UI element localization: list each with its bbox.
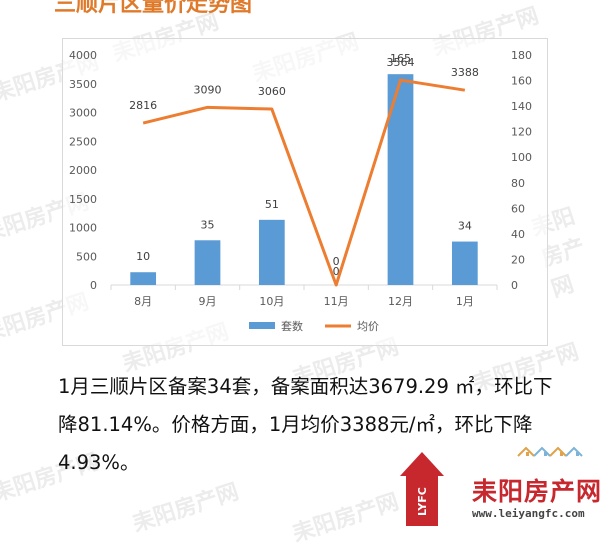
line-data-label: 3564	[387, 56, 415, 69]
y-right-tick-label: 120	[511, 126, 532, 139]
line-data-label: 3060	[258, 85, 286, 98]
description-line: 降81.14%。价格方面，1月均价3388元/㎡，环比下降	[58, 413, 533, 436]
y-left-tick-label: 2000	[69, 164, 97, 177]
bar-data-label: 34	[458, 220, 472, 233]
y-right-tick-label: 80	[511, 177, 525, 190]
x-tick-label: 11月	[324, 295, 349, 308]
line-data-label: 3388	[451, 66, 479, 79]
bar	[130, 272, 157, 285]
logo-url: www.leiyangfc.com	[472, 507, 585, 520]
bar-data-label: 10	[136, 250, 150, 263]
y-right-tick-label: 100	[511, 151, 532, 164]
y-right-tick-label: 180	[511, 49, 532, 62]
bar-data-label: 165	[390, 52, 411, 65]
y-right-tick-label: 60	[511, 202, 525, 215]
line-data-label: 3090	[194, 83, 222, 96]
y-left-tick-label: 3500	[69, 78, 97, 91]
y-left-tick-label: 500	[76, 250, 97, 263]
description-text: 1月三顺片区备案34套，备案面积达3679.29 ㎡，环比下 降81.14%。价…	[58, 368, 568, 482]
description-line: 1月三顺片区备案34套，备案面积达3679.29 ㎡，环比下	[58, 375, 553, 398]
bar	[258, 219, 285, 285]
x-tick-label: 1月	[456, 295, 474, 308]
bar-data-label: 51	[265, 198, 279, 211]
x-tick-label: 10月	[259, 295, 284, 308]
y-right-tick-label: 160	[511, 75, 532, 88]
x-tick-label: 9月	[199, 295, 217, 308]
bar-data-label: 35	[201, 218, 215, 231]
y-left-tick-label: 4000	[69, 49, 97, 62]
combo-chart: 0500100015002000250030003500400002040608…	[69, 49, 532, 333]
legend-label-bar: 套数	[281, 320, 303, 333]
x-tick-label: 8月	[134, 295, 152, 308]
chart-frame: 0 500 1000 1500 2000 2500 3000 3500 4000 0 20 40 60 8…	[62, 38, 548, 346]
legend-label-line: 均价	[357, 320, 379, 333]
logo-badge-text: LYFC	[416, 487, 429, 516]
bar-data-label: 0	[333, 265, 340, 278]
y-left-tick-label: 1500	[69, 193, 97, 206]
y-right-tick-label: 20	[511, 253, 525, 266]
logo-house-icons	[517, 446, 583, 457]
legend-swatch-bar	[249, 322, 275, 329]
y-left-tick-label: 1000	[69, 222, 97, 235]
watermark-text: 耒阳房产网	[129, 479, 242, 538]
description-line: 4.93%。	[58, 451, 140, 474]
y-left-tick-label: 0	[90, 279, 97, 292]
line-data-label: 2816	[129, 99, 157, 112]
bar	[194, 240, 221, 285]
x-tick-label: 12月	[388, 295, 413, 308]
site-logo: LYFC	[400, 446, 583, 526]
bar	[451, 241, 478, 285]
logo-house-roof	[400, 452, 444, 476]
logo-house-body	[406, 476, 438, 526]
watermark-text: 耒阳房产网	[289, 489, 402, 548]
line-series	[142, 78, 466, 287]
y-right-tick-label: 40	[511, 228, 525, 241]
y-left-tick-label: 2500	[69, 135, 97, 148]
line-data-label: 0	[333, 255, 340, 268]
y-right-tick-label: 140	[511, 100, 532, 113]
y-right-tick-label: 0	[511, 279, 518, 292]
page-title: 三顺片区量价走势图	[54, 0, 253, 17]
y-left-tick-label: 3000	[69, 107, 97, 120]
logo-name: 耒阳房产网	[472, 477, 603, 506]
